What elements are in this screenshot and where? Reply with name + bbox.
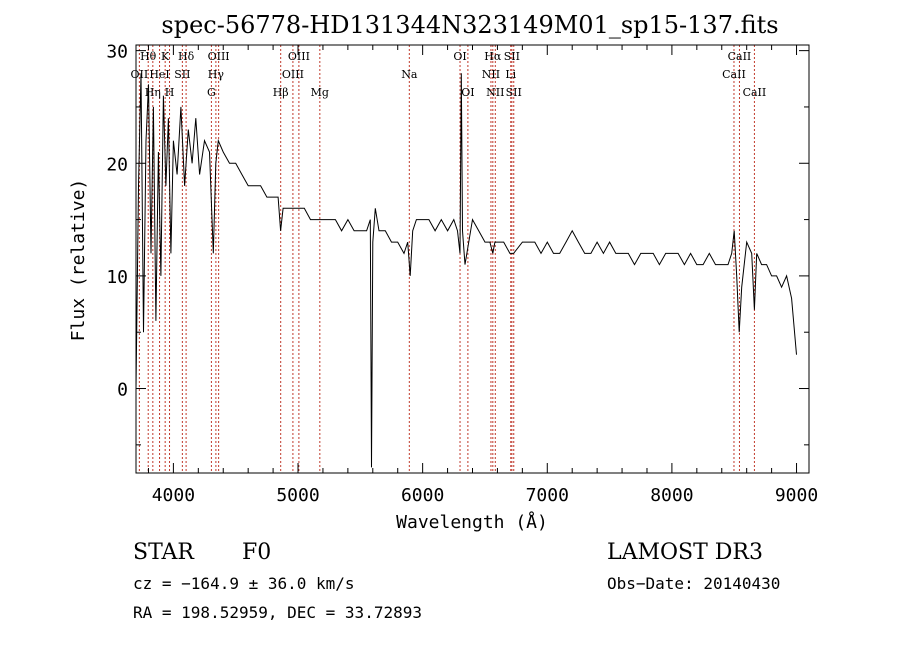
object-class: STAR xyxy=(133,540,194,565)
line-label: H xyxy=(165,86,175,99)
spectrum-line xyxy=(135,73,797,468)
line-label: SII xyxy=(504,50,520,63)
line-label: G xyxy=(207,86,216,99)
y-tick-label: 20 xyxy=(106,154,128,175)
x-tick-label: 6000 xyxy=(401,485,444,506)
line-label: Hγ xyxy=(208,68,225,81)
x-tick-label: 4000 xyxy=(152,485,195,506)
line-label: OIII xyxy=(208,50,230,63)
chart-title: spec-56778-HD131344N323149M01_sp15-137.f… xyxy=(161,11,778,39)
line-label: Hβ xyxy=(273,86,289,99)
line-label: Hη xyxy=(145,86,161,99)
y-tick-label: 10 xyxy=(106,267,128,288)
line-label: CaII xyxy=(728,50,752,63)
y-axis-label: Flux (relative) xyxy=(68,179,89,342)
y-tick-label: 30 xyxy=(106,42,128,63)
x-tick-label: 5000 xyxy=(276,485,319,506)
line-label: NII xyxy=(482,68,500,81)
line-label: NII xyxy=(486,86,504,99)
object-subclass: F0 xyxy=(242,540,272,565)
line-label: OIII xyxy=(282,68,304,81)
redshift-cz: cz = −164.9 ± 36.0 km/s xyxy=(133,574,355,593)
line-label: CaII xyxy=(722,68,746,81)
line-label: SII xyxy=(174,68,190,81)
line-label: OII xyxy=(131,68,149,81)
x-tick-label: 8000 xyxy=(650,485,693,506)
line-label: SII xyxy=(506,86,522,99)
line-label: CaII xyxy=(743,86,767,99)
line-label: Na xyxy=(401,68,418,81)
survey-name: LAMOST DR3 xyxy=(607,540,763,565)
y-tick-label: 0 xyxy=(117,380,128,401)
line-label: OI xyxy=(453,50,466,63)
line-label: Mg xyxy=(311,86,329,99)
line-label: Hθ xyxy=(140,50,157,63)
line-label: OI xyxy=(461,86,474,99)
ra-dec-coordinates: RA = 198.52959, DEC = 33.72893 xyxy=(133,603,422,622)
x-tick-label: 7000 xyxy=(526,485,569,506)
plot-frame xyxy=(135,44,810,474)
x-tick-label: 9000 xyxy=(775,485,818,506)
line-label: Hα xyxy=(484,50,502,63)
observation-date: Obs−Date: 20140430 xyxy=(607,574,781,593)
line-label: Hδ xyxy=(178,50,195,63)
line-label: HeI xyxy=(149,68,169,81)
x-axis-label: Wavelength (Å) xyxy=(396,511,548,533)
line-label: OIII xyxy=(288,50,310,63)
line-label: Li xyxy=(505,68,516,81)
line-label: K xyxy=(161,50,170,63)
